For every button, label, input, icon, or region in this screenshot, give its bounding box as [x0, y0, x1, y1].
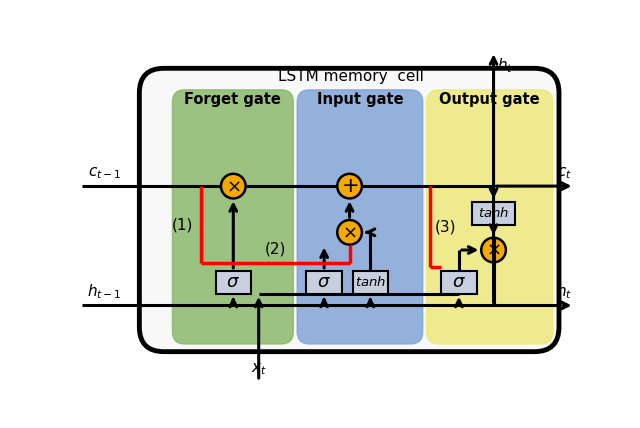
Text: $\sigma$: $\sigma$	[452, 273, 466, 291]
FancyBboxPatch shape	[441, 271, 477, 294]
Text: $c_t$: $c_t$	[557, 166, 572, 181]
Text: $tanh$: $tanh$	[355, 275, 386, 289]
Text: (3): (3)	[435, 219, 456, 234]
FancyBboxPatch shape	[140, 68, 559, 352]
Circle shape	[481, 238, 506, 262]
Text: $+$: $+$	[341, 176, 358, 196]
Text: $h_t$: $h_t$	[497, 56, 513, 74]
FancyBboxPatch shape	[297, 90, 422, 344]
Text: $\times$: $\times$	[486, 241, 501, 259]
Text: Output gate: Output gate	[440, 92, 540, 107]
FancyBboxPatch shape	[427, 90, 553, 344]
Circle shape	[337, 174, 362, 199]
FancyBboxPatch shape	[472, 202, 515, 225]
Text: $\sigma$: $\sigma$	[227, 273, 240, 291]
Text: $h_t$: $h_t$	[556, 282, 572, 301]
FancyBboxPatch shape	[353, 271, 388, 294]
Circle shape	[337, 220, 362, 245]
FancyBboxPatch shape	[172, 90, 293, 344]
Text: $x_t$: $x_t$	[251, 361, 267, 377]
Text: $tanh$: $tanh$	[478, 206, 509, 220]
Text: $\sigma$: $\sigma$	[317, 273, 331, 291]
Text: $\times$: $\times$	[342, 223, 357, 241]
Text: $\times$: $\times$	[226, 177, 241, 195]
Text: $c_{t-1}$: $c_{t-1}$	[88, 166, 122, 181]
FancyBboxPatch shape	[216, 271, 251, 294]
Text: Forget gate: Forget gate	[184, 92, 282, 107]
FancyBboxPatch shape	[307, 271, 342, 294]
Circle shape	[221, 174, 246, 199]
Text: (2): (2)	[264, 242, 286, 257]
Text: Input gate: Input gate	[317, 92, 403, 107]
Text: LSTM memory  cell: LSTM memory cell	[278, 69, 424, 84]
Text: $h_{t-1}$: $h_{t-1}$	[87, 282, 122, 301]
Text: (1): (1)	[172, 217, 193, 232]
